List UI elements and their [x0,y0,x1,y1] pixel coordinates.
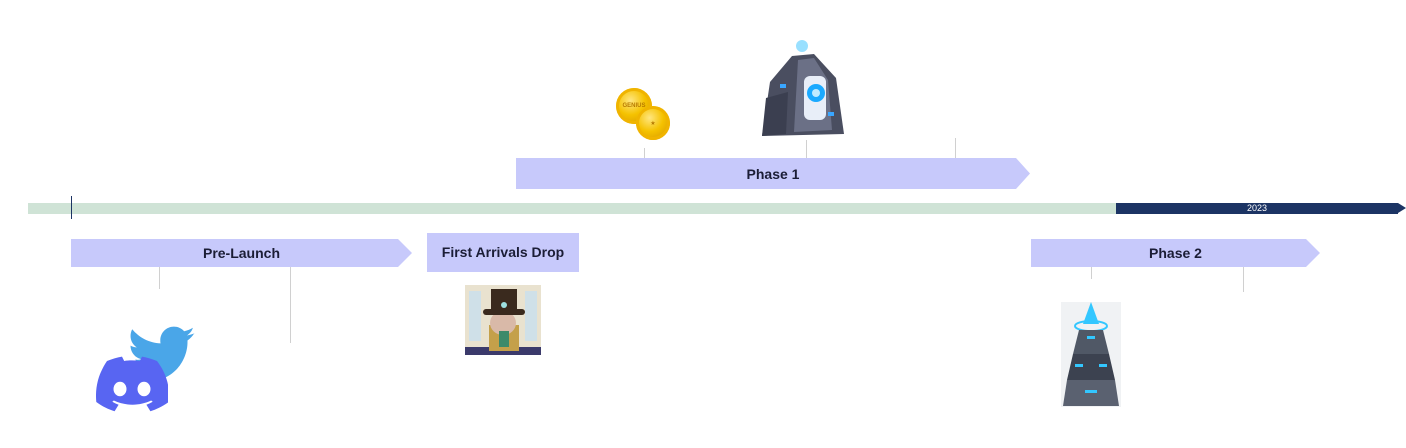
timeline-track [28,203,1116,214]
pre-launch-connector-2 [290,267,291,343]
first-arrivals-drop-box: First Arrivals Drop [427,233,579,272]
discord-icon [96,356,168,412]
phase2-arrow: Phase 2 [1031,239,1320,267]
phase2-connector-2 [1243,267,1244,292]
stone-portal-icon [758,38,850,140]
pre-launch-connector-1 [159,267,160,289]
timeline-start-tick [71,196,72,219]
gold-coins-icon: GENIUS ★ [614,86,674,142]
social-icons [96,326,200,416]
pre-launch-arrow: Pre-Launch [71,239,412,267]
crystal-tower-icon [1061,302,1121,407]
coin-front: GENIUS [616,88,652,124]
phase2-connector-1 [1091,267,1092,279]
phase1-connector-portal [806,140,807,158]
phase1-connector-3 [955,138,956,158]
phase1-connector-coins [644,148,645,158]
year-2023-bar: 2023 [1116,203,1398,214]
timeline-arrow-tip [1398,203,1406,213]
phase1-arrow: Phase 1 [516,158,1030,189]
coin-back: ★ [636,106,670,140]
top-hat-character-icon [465,285,541,355]
